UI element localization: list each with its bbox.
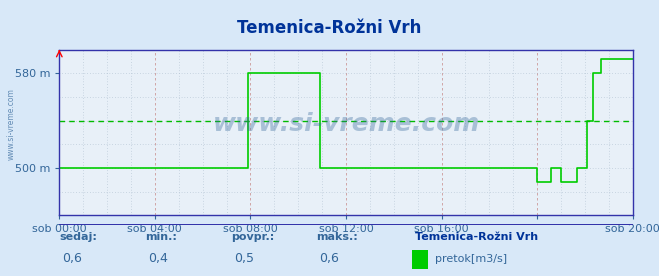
Text: pretok[m3/s]: pretok[m3/s] xyxy=(435,254,507,264)
Text: 0,6: 0,6 xyxy=(320,252,339,265)
Text: min.:: min.: xyxy=(145,232,177,242)
Text: povpr.:: povpr.: xyxy=(231,232,274,242)
Text: sedaj:: sedaj: xyxy=(59,232,97,242)
Text: maks.:: maks.: xyxy=(316,232,358,242)
Text: 0,6: 0,6 xyxy=(63,252,82,265)
Text: Temenica-Rožni Vrh: Temenica-Rožni Vrh xyxy=(237,19,422,37)
Text: Temenica-Rožni Vrh: Temenica-Rožni Vrh xyxy=(415,232,538,242)
Text: www.si-vreme.com: www.si-vreme.com xyxy=(7,88,16,160)
Text: www.si-vreme.com: www.si-vreme.com xyxy=(212,112,480,136)
Text: 0,4: 0,4 xyxy=(148,252,168,265)
Text: 0,5: 0,5 xyxy=(234,252,254,265)
